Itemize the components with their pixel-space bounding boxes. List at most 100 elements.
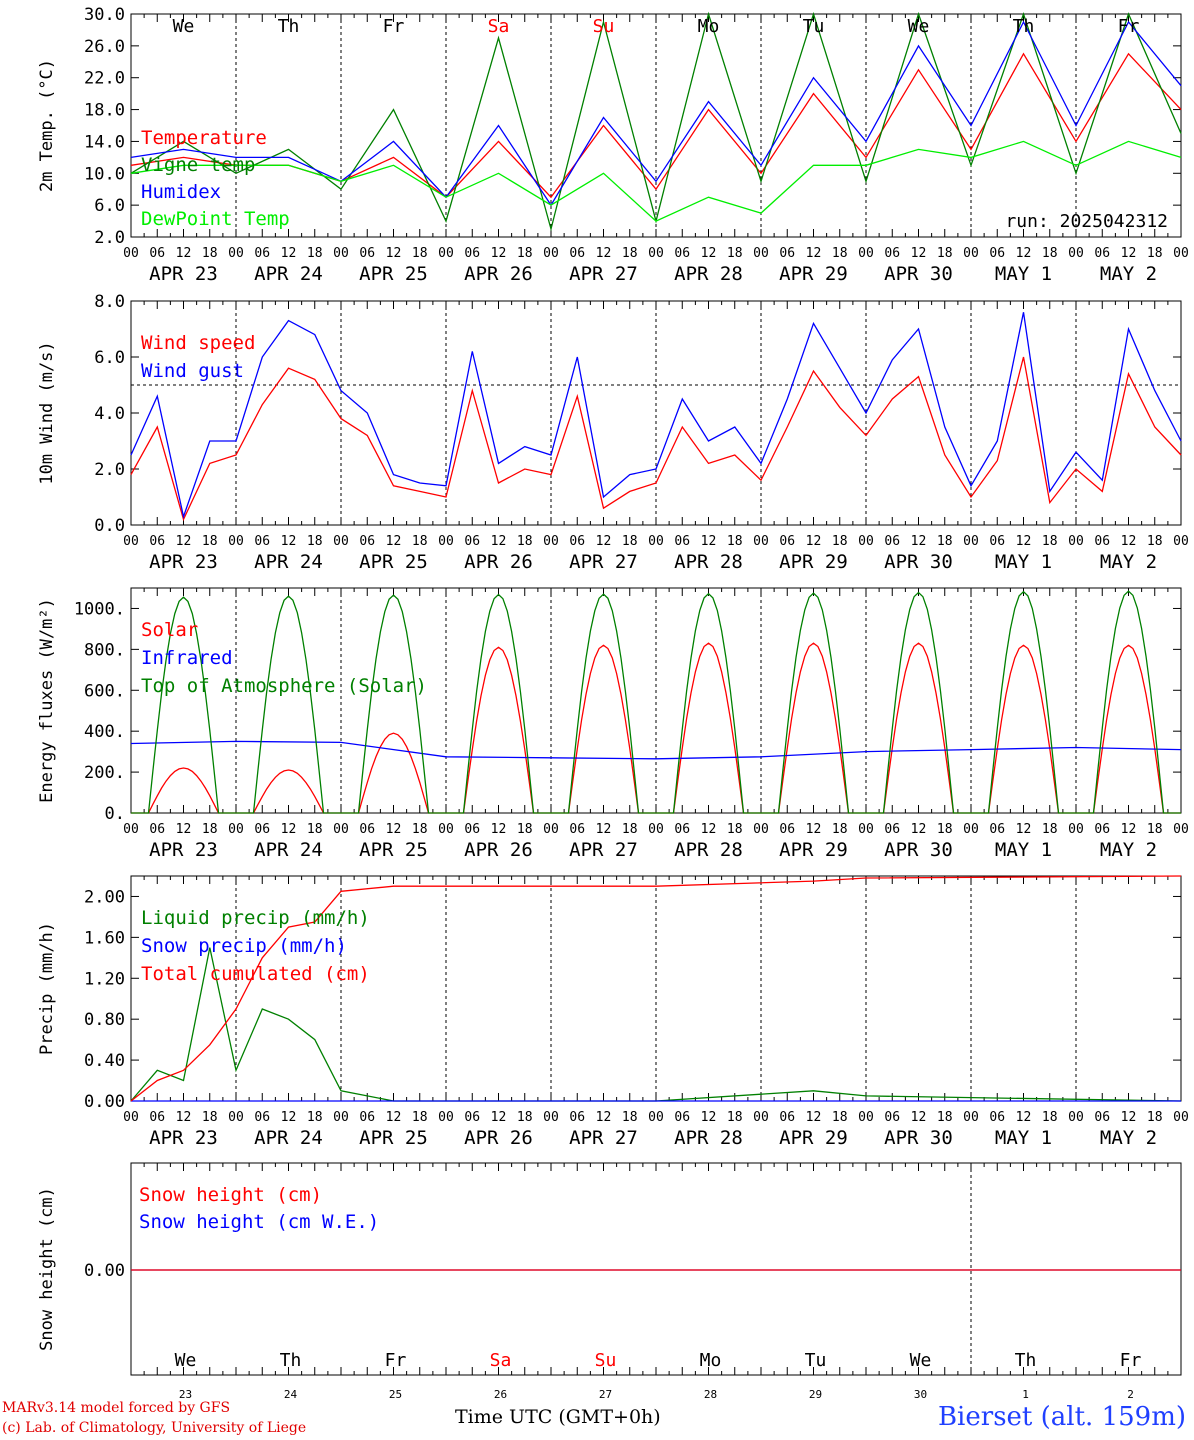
hour-tick-label: 12 xyxy=(911,822,927,837)
day-name: Su xyxy=(595,1350,617,1371)
hour-tick-label: 06 xyxy=(779,534,795,549)
hour-tick-label: 00 xyxy=(858,822,874,837)
hour-tick-label: 00 xyxy=(438,822,454,837)
y-tick-label: 4.0 xyxy=(94,404,125,424)
hour-tick-label: 18 xyxy=(937,246,953,261)
day-number: 30 xyxy=(914,1388,927,1401)
hour-tick-label: 18 xyxy=(307,822,323,837)
y-tick-label: 0.80 xyxy=(84,1010,125,1030)
hour-tick-label: 18 xyxy=(1042,1110,1058,1125)
date-label: APR 23 xyxy=(149,263,218,285)
date-label: APR 23 xyxy=(149,1127,218,1149)
y-tick-label: 400. xyxy=(84,722,125,742)
day-number: 27 xyxy=(599,1388,612,1401)
y-axis-label: Energy fluxes (W/m²) xyxy=(37,598,57,803)
hour-tick-label: 12 xyxy=(176,246,192,261)
hour-tick-label: 00 xyxy=(333,822,349,837)
hour-tick-label: 00 xyxy=(123,246,139,261)
series-line xyxy=(130,20,1182,207)
legend-entry: Top of Atmosphere (Solar) xyxy=(141,675,427,697)
hour-tick-label: 12 xyxy=(281,534,297,549)
hour-tick-label: 00 xyxy=(648,822,664,837)
hour-tick-label: 00 xyxy=(963,1110,979,1125)
hour-tick-label: 06 xyxy=(464,822,480,837)
date-label: APR 27 xyxy=(569,263,638,285)
date-label: APR 25 xyxy=(359,263,428,285)
hour-tick-label: 06 xyxy=(1094,246,1110,261)
y-tick-label: 6.0 xyxy=(94,348,125,368)
day-name: Th xyxy=(280,1350,302,1371)
hour-tick-label: 12 xyxy=(386,822,402,837)
hour-tick-label: 12 xyxy=(806,822,822,837)
hour-tick-label: 06 xyxy=(254,534,270,549)
y-tick-label: 0.0 xyxy=(94,516,125,536)
hour-tick-label: 18 xyxy=(307,1110,323,1125)
hour-tick-label: 00 xyxy=(543,1110,559,1125)
hour-tick-label: 18 xyxy=(412,1110,428,1125)
hour-tick-label: 12 xyxy=(1121,246,1137,261)
hour-tick-label: 00 xyxy=(753,534,769,549)
date-label: APR 28 xyxy=(674,551,743,573)
hour-tick-label: 18 xyxy=(202,246,218,261)
hour-tick-label: 00 xyxy=(543,246,559,261)
plot-frame xyxy=(130,13,1182,238)
y-tick-label: 8.0 xyxy=(94,292,125,312)
hour-tick-label: 12 xyxy=(491,822,507,837)
date-label: APR 27 xyxy=(569,551,638,573)
hour-tick-label: 06 xyxy=(569,1110,585,1125)
hour-tick-label: 00 xyxy=(858,246,874,261)
legend-entry: Solar xyxy=(141,619,198,641)
hour-tick-label: 12 xyxy=(491,1110,507,1125)
hour-tick-label: 12 xyxy=(1121,822,1137,837)
hour-tick-label: 00 xyxy=(333,534,349,549)
day-number: 25 xyxy=(389,1388,402,1401)
date-label: APR 24 xyxy=(254,839,323,861)
hour-tick-label: 06 xyxy=(674,534,690,549)
day-name: Th xyxy=(278,16,300,37)
hour-tick-label: 12 xyxy=(596,1110,612,1125)
hour-tick-label: 00 xyxy=(123,822,139,837)
hour-tick-label: 12 xyxy=(911,246,927,261)
hour-tick-label: 06 xyxy=(779,1110,795,1125)
date-label: MAY 1 xyxy=(995,551,1052,573)
date-label: APR 29 xyxy=(779,263,848,285)
day-name: Mo xyxy=(700,1350,722,1371)
day-name: Fr xyxy=(385,1350,407,1371)
hour-tick-label: 06 xyxy=(149,822,165,837)
hour-tick-label: 12 xyxy=(701,534,717,549)
hour-tick-label: 06 xyxy=(674,1110,690,1125)
day-name: Tu xyxy=(803,16,825,37)
hour-tick-label: 06 xyxy=(464,246,480,261)
hour-tick-label: 12 xyxy=(806,1110,822,1125)
hour-tick-label: 18 xyxy=(1042,822,1058,837)
hour-tick-label: 06 xyxy=(254,822,270,837)
hour-tick-label: 06 xyxy=(359,822,375,837)
hour-tick-label: 06 xyxy=(1094,534,1110,549)
y-tick-label: 6.0 xyxy=(94,196,125,216)
hour-tick-label: 18 xyxy=(937,822,953,837)
y-axis-label: Snow height (cm) xyxy=(37,1187,57,1351)
date-label: MAY 1 xyxy=(995,839,1052,861)
date-label: APR 26 xyxy=(464,839,533,861)
legend-entry: Snow height (cm) xyxy=(139,1184,322,1206)
date-label: MAY 1 xyxy=(995,263,1052,285)
date-label: APR 30 xyxy=(884,551,953,573)
hour-tick-label: 12 xyxy=(806,534,822,549)
hour-tick-label: 18 xyxy=(1147,534,1163,549)
hour-tick-label: 06 xyxy=(149,246,165,261)
y-tick-label: 0.00 xyxy=(84,1261,125,1281)
day-name: Sa xyxy=(488,16,510,37)
date-label: APR 26 xyxy=(464,1127,533,1149)
series-line xyxy=(130,356,1182,522)
hour-tick-label: 18 xyxy=(832,822,848,837)
hour-tick-label: 00 xyxy=(438,534,454,549)
date-label: MAY 2 xyxy=(1100,551,1157,573)
hour-tick-label: 18 xyxy=(937,1110,953,1125)
date-label: APR 24 xyxy=(254,551,323,573)
hour-tick-label: 18 xyxy=(1042,534,1058,549)
hour-tick-label: 12 xyxy=(596,534,612,549)
legend-entry: DewPoint Temp xyxy=(141,208,290,230)
hour-tick-label: 12 xyxy=(1016,246,1032,261)
hour-tick-label: 06 xyxy=(989,1110,1005,1125)
